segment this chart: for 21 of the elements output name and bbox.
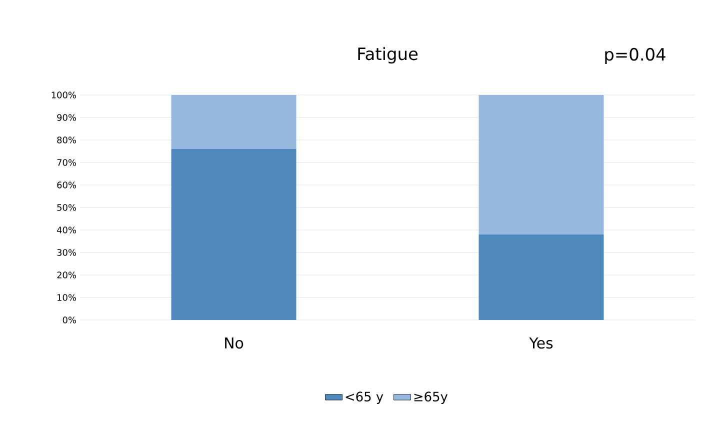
y-tick-label: 30% — [57, 249, 76, 256]
x-tick-label: Yes — [529, 338, 553, 349]
y-tick-label: 70% — [57, 159, 76, 166]
chart-title: Fatigue — [358, 47, 418, 64]
bar — [171, 148, 296, 320]
text: p=0.04 — [605, 48, 666, 64]
legend-label: <65 y — [346, 392, 384, 404]
bar — [171, 94, 296, 149]
y-tick-label: 50% — [57, 204, 76, 211]
y-tick-label: 80% — [57, 136, 76, 144]
y-tick-label: 100% — [52, 92, 76, 98]
y-tick-label: 0% — [62, 316, 76, 324]
x-tick-label: No — [225, 338, 244, 349]
y-tick-label: 20% — [57, 272, 76, 278]
bar — [478, 234, 604, 320]
y-tick-label: 90% — [57, 114, 76, 121]
y-tick-label: 10% — [58, 294, 76, 301]
bar — [478, 94, 604, 234]
y-tick-label: 60% — [57, 182, 76, 188]
legend-label: ≥65y — [414, 392, 448, 404]
y-tick-label: 40% — [56, 226, 76, 234]
